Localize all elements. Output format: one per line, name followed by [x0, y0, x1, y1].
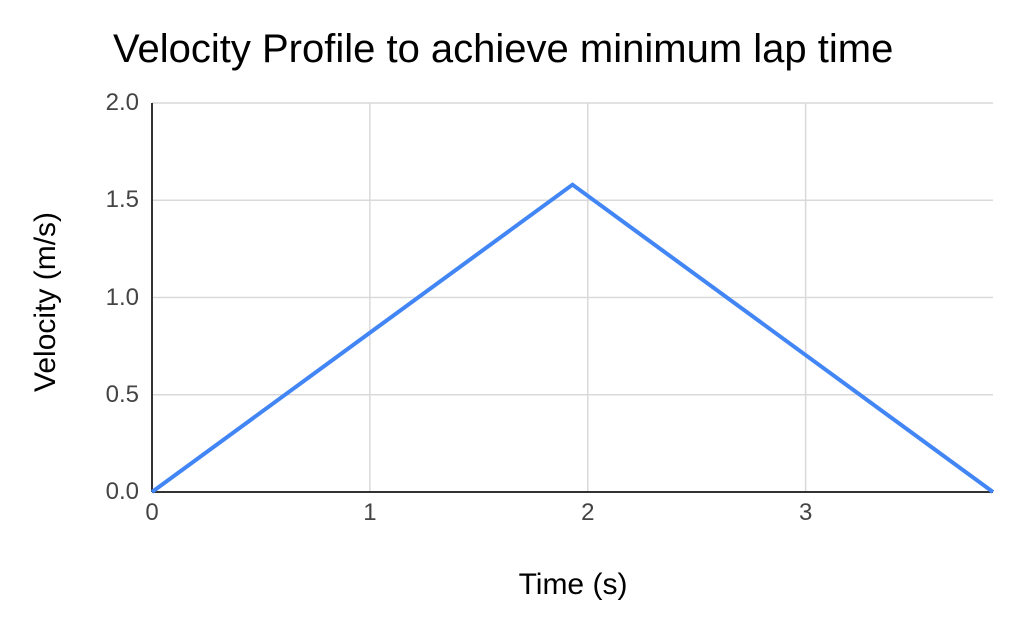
- x-tick-label: 3: [798, 499, 813, 526]
- y-tick-label: 1.0: [105, 283, 139, 311]
- y-tick-label: 0.5: [105, 380, 139, 408]
- x-axis-title: Time (s): [518, 568, 628, 601]
- y-tick-label: 1.5: [105, 186, 139, 214]
- series-line-velocity: [150, 182, 995, 494]
- x-tick-label: 2: [581, 499, 595, 526]
- chart-title: Velocity Profile to achieve minimum lap …: [113, 27, 894, 71]
- y-tick-label: 0.0: [105, 478, 139, 505]
- x-tick-label: 1: [363, 499, 377, 526]
- x-tick-label: 0: [145, 499, 159, 526]
- y-tick-label: 2.0: [105, 89, 139, 116]
